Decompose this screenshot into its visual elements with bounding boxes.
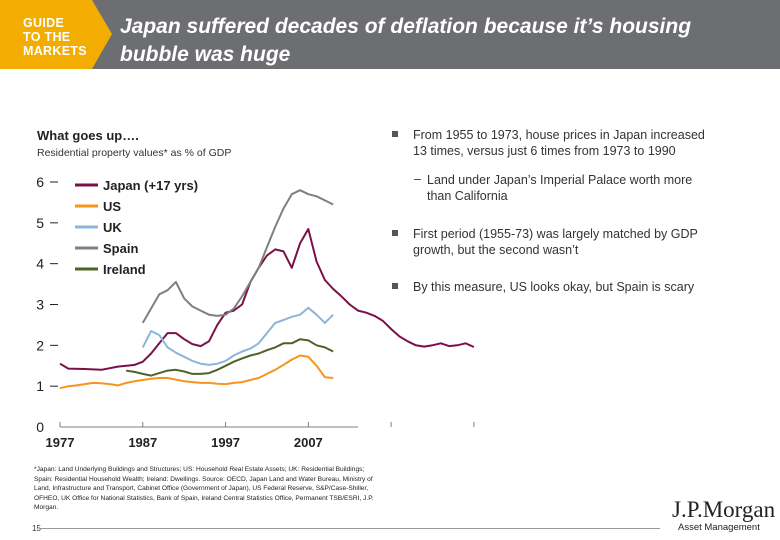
- series-line-spain: [141, 189, 334, 324]
- y-tick-label: 3: [36, 297, 44, 313]
- slide-title-line-1: Japan suffered decades of deflation beca…: [120, 15, 692, 38]
- bullet-marker: [392, 131, 398, 137]
- slide-title-line-2: bubble was huge: [120, 43, 291, 66]
- legend-label: Spain: [103, 241, 138, 256]
- legend-label: Ireland: [103, 262, 146, 277]
- y-tick-label: 1: [36, 378, 44, 394]
- series-line-us: [59, 354, 334, 390]
- chart-subtitle: Residential property values* as % of GDP: [37, 147, 232, 159]
- bullet-2-line-1: First period (1955-73) was largely match…: [413, 227, 698, 241]
- logo-wordmark: J.P.Morgan: [672, 497, 776, 522]
- y-tick-label: 4: [36, 256, 44, 272]
- bullet-3-line-1: By this measure, US looks okay, but Spai…: [413, 280, 695, 294]
- series-line-uk: [141, 306, 334, 366]
- x-tick-label: 1987: [128, 435, 157, 450]
- x-tick-label: 2007: [294, 435, 323, 450]
- logo-subtitle: Asset Management: [678, 522, 760, 533]
- guide-badge: [0, 0, 112, 69]
- legend-label: UK: [103, 220, 122, 235]
- chart-title: What goes up….: [37, 128, 139, 143]
- y-tick-label: 6: [36, 174, 44, 190]
- sub-bullet-line-2: than California: [427, 189, 508, 203]
- badge-line-1: GUIDE: [23, 16, 65, 30]
- sub-bullet-dash: –: [414, 172, 421, 186]
- x-tick-label: 1977: [46, 435, 75, 450]
- bullet-2-line-2: growth, but the second wasn’t: [413, 243, 579, 257]
- bullet-1-line-2: 13 times, versus just 6 times from 1973 …: [413, 144, 676, 158]
- bullet-marker: [392, 283, 398, 289]
- slide-title: Japan suffered decades of deflation beca…: [120, 13, 770, 69]
- badge-text: GUIDE TO THE MARKETS: [23, 16, 87, 58]
- footer-divider: [40, 528, 660, 529]
- jpmorgan-logo: J.P.Morgan Asset Management: [672, 497, 776, 534]
- x-tick-label: 1997: [211, 435, 240, 450]
- bullet-marker: [392, 230, 398, 236]
- y-tick-label: 0: [36, 419, 44, 435]
- badge-line-2: TO THE: [23, 30, 71, 44]
- legend-label: US: [103, 199, 121, 214]
- series-line-ireland: [126, 338, 334, 377]
- legend-label: Japan (+17 yrs): [103, 178, 198, 193]
- sub-bullet-line-1: Land under Japan’s Imperial Palace worth…: [427, 173, 693, 187]
- y-tick-label: 2: [36, 337, 44, 353]
- y-tick-label: 5: [36, 215, 44, 231]
- source-footnote: *Japan: Land Underlying Buildings and St…: [34, 466, 374, 512]
- page-number: 15: [32, 524, 41, 533]
- bullet-1-line-1: From 1955 to 1973, house prices in Japan…: [413, 128, 705, 142]
- badge-line-3: MARKETS: [23, 44, 87, 58]
- series-line-japan: [59, 228, 475, 371]
- header-bar: [0, 0, 780, 69]
